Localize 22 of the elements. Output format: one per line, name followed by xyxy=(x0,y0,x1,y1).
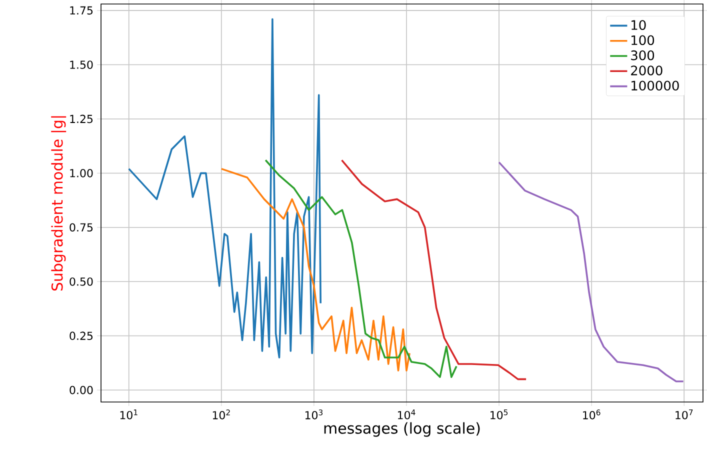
legend-label: 100 xyxy=(632,35,654,46)
x-axis-title: messages (log scale) xyxy=(324,422,480,437)
y-tick-label: 0.25 xyxy=(70,332,93,340)
legend-label: 300 xyxy=(631,50,654,60)
legend-label: 2000 xyxy=(631,66,662,76)
y-tick-label: 0.75 xyxy=(70,223,93,232)
y-tick-label: 0.50 xyxy=(70,277,93,286)
x-tick-label: 10$^{4}$ xyxy=(398,410,416,420)
y-tick-label: 1.25 xyxy=(70,114,93,124)
y-tick-label: 1.75 xyxy=(70,6,93,15)
x-tick-label: 10$^{7}$ xyxy=(676,410,693,420)
x-tick-label: 10$^{3}$ xyxy=(305,410,323,420)
y-tick-label: 1.00 xyxy=(70,169,93,178)
x-tick-label: 10$^{1}$ xyxy=(120,410,138,420)
y-tick-label: 1.50 xyxy=(70,60,93,69)
x-tick-label: 10$^{2}$ xyxy=(212,410,230,420)
y-tick-label: 0.00 xyxy=(70,386,93,394)
x-tick-label: 10$^{6}$ xyxy=(583,410,600,420)
legend-label: 100000 xyxy=(632,80,679,91)
legend-label: 10 xyxy=(632,20,646,30)
x-tick-label: 10$^{5}$ xyxy=(490,410,508,420)
y-axis-title: Subgradient module |g| xyxy=(51,116,66,291)
